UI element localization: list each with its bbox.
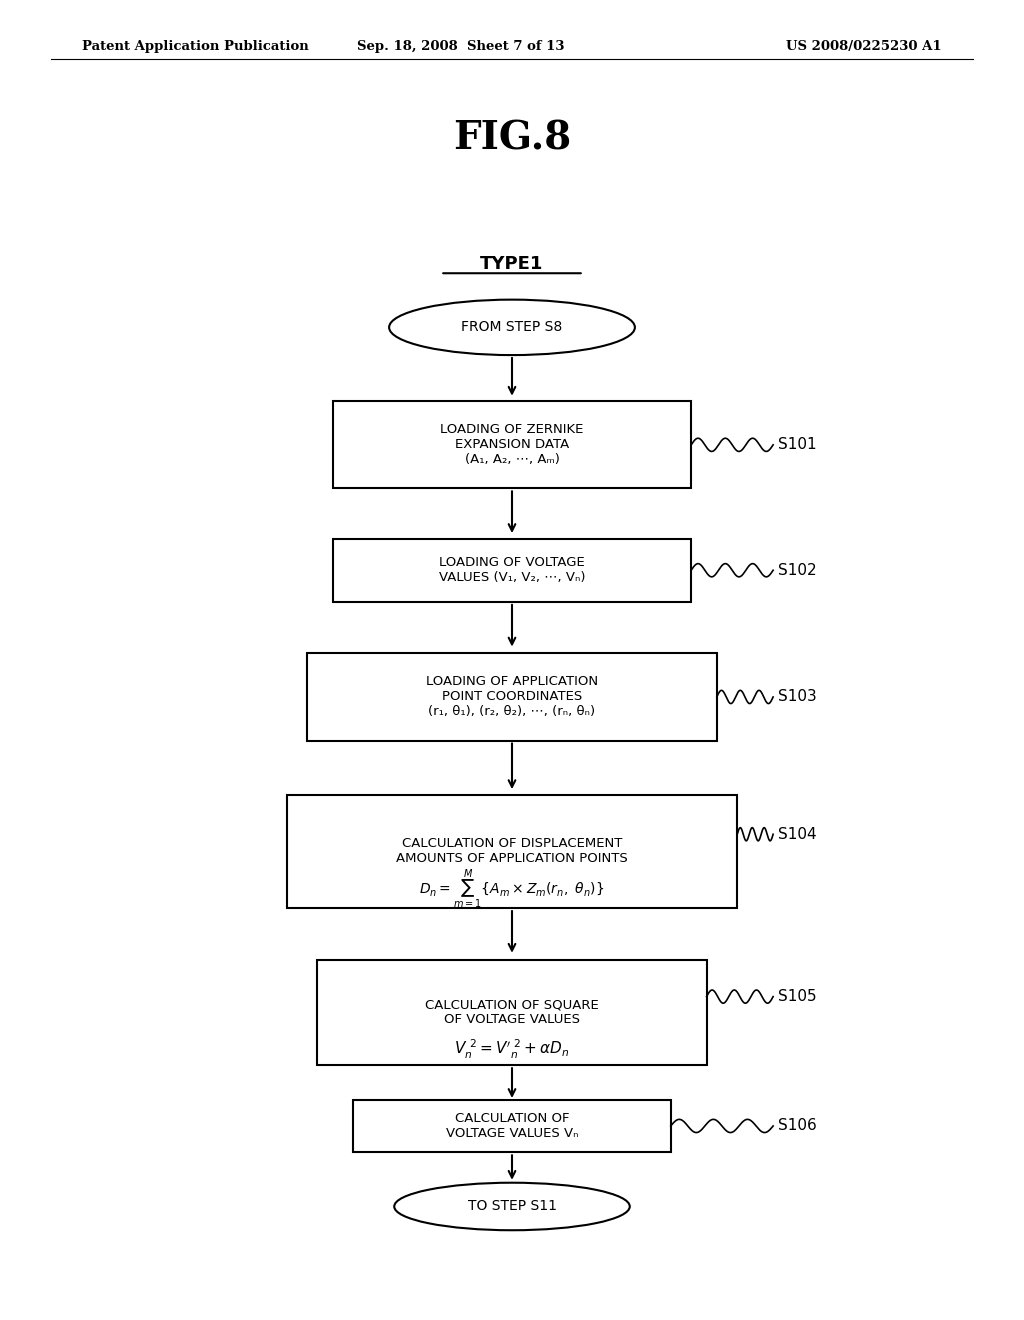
Text: $V_n^{\ 2} = V'^{\ 2}_n + \alpha D_n$: $V_n^{\ 2} = V'^{\ 2}_n + \alpha D_n$ (455, 1038, 569, 1061)
Text: CALCULATION OF
VOLTAGE VALUES Vₙ: CALCULATION OF VOLTAGE VALUES Vₙ (445, 1111, 579, 1140)
Text: Sep. 18, 2008  Sheet 7 of 13: Sep. 18, 2008 Sheet 7 of 13 (357, 40, 564, 53)
Text: S102: S102 (778, 562, 817, 578)
Text: LOADING OF ZERNIKE
EXPANSION DATA
(A₁, A₂, ⋯, Aₘ): LOADING OF ZERNIKE EXPANSION DATA (A₁, A… (440, 424, 584, 466)
Text: TO STEP S11: TO STEP S11 (468, 1200, 556, 1213)
Text: S103: S103 (778, 689, 817, 705)
Text: Patent Application Publication: Patent Application Publication (82, 40, 308, 53)
Text: TYPE1: TYPE1 (480, 255, 544, 273)
Text: S106: S106 (778, 1118, 817, 1134)
Text: FROM STEP S8: FROM STEP S8 (462, 321, 562, 334)
Text: S105: S105 (778, 989, 817, 1005)
Text: LOADING OF VOLTAGE
VALUES (V₁, V₂, ⋯, Vₙ): LOADING OF VOLTAGE VALUES (V₁, V₂, ⋯, Vₙ… (438, 556, 586, 585)
Text: $D_n = \sum_{m=1}^{M}\{A_m \times Z_m(r_n,\ \theta_n)\}$: $D_n = \sum_{m=1}^{M}\{A_m \times Z_m(r_… (420, 869, 604, 911)
Text: FIG.8: FIG.8 (453, 120, 571, 157)
Text: CALCULATION OF SQUARE
OF VOLTAGE VALUES: CALCULATION OF SQUARE OF VOLTAGE VALUES (425, 998, 599, 1027)
Text: S104: S104 (778, 826, 817, 842)
Text: US 2008/0225230 A1: US 2008/0225230 A1 (786, 40, 942, 53)
Text: CALCULATION OF DISPLACEMENT
AMOUNTS OF APPLICATION POINTS: CALCULATION OF DISPLACEMENT AMOUNTS OF A… (396, 837, 628, 866)
Text: S101: S101 (778, 437, 817, 453)
Text: LOADING OF APPLICATION
POINT COORDINATES
(r₁, θ₁), (r₂, θ₂), ⋯, (rₙ, θₙ): LOADING OF APPLICATION POINT COORDINATES… (426, 676, 598, 718)
